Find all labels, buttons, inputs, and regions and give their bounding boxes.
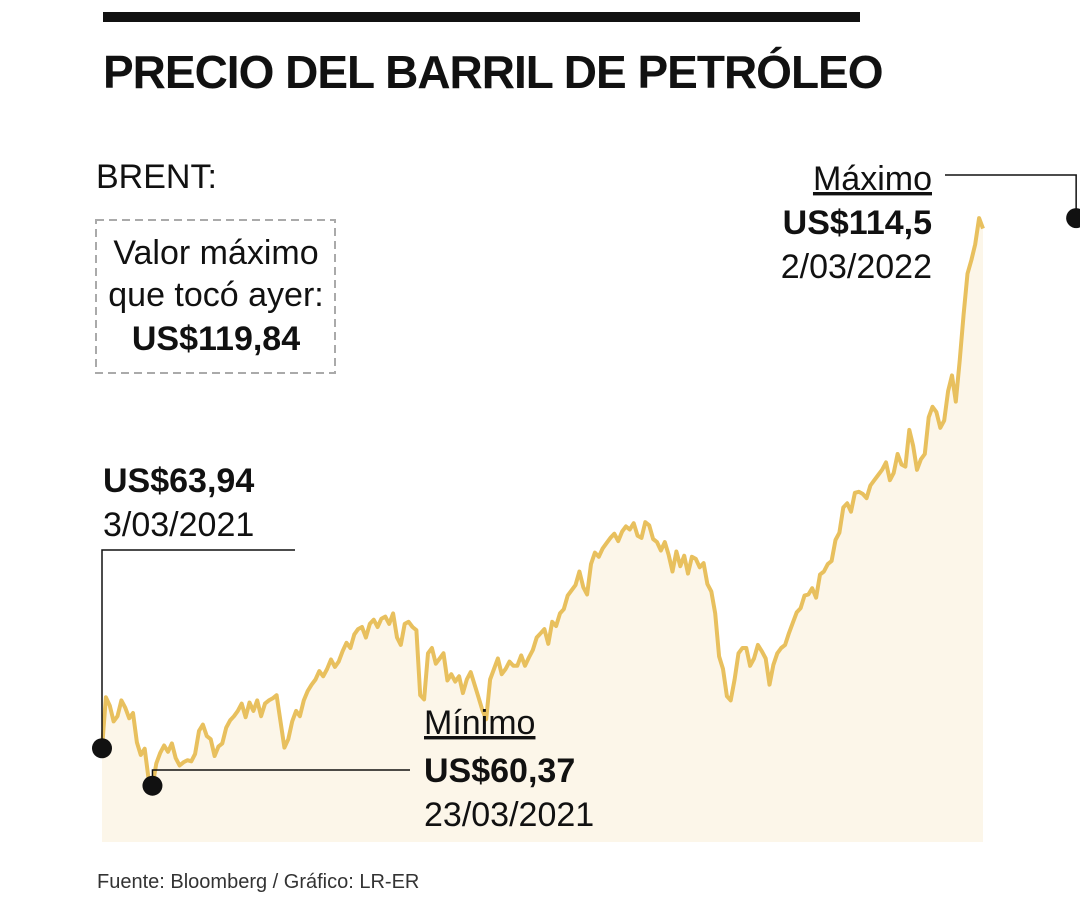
max-value-label: US$114,5 [783, 204, 932, 242]
title-rule [103, 12, 860, 22]
max-point [1066, 208, 1080, 229]
start-date-label: 3/03/2021 [103, 506, 254, 544]
price-line [100, 216, 985, 788]
price-area [102, 218, 983, 843]
start-leader-line [101, 549, 295, 749]
info-box-value: US$119,84 [132, 320, 300, 358]
min-date-label: 23/03/2021 [424, 796, 594, 834]
info-box [95, 219, 336, 374]
source-credit: Fuente: Bloomberg / Gráfico: LR-ER [97, 871, 420, 893]
info-box-line-1: Valor máximo [113, 234, 318, 272]
max-leader-line [945, 174, 1077, 219]
series-label: BRENT: [96, 158, 217, 196]
info-box-line-2: que tocó ayer: [108, 276, 323, 314]
max-title: Máximo [813, 160, 932, 198]
start-point [92, 738, 112, 759]
min-value-label: US$60,37 [424, 752, 575, 790]
min-title: Mínimo [424, 704, 535, 742]
chart-title: PRECIO DEL BARRIL DE PETRÓLEO [103, 46, 884, 98]
min-point [142, 775, 163, 796]
start-value-label: US$63,94 [103, 462, 254, 500]
max-date-label: 2/03/2022 [781, 248, 932, 286]
